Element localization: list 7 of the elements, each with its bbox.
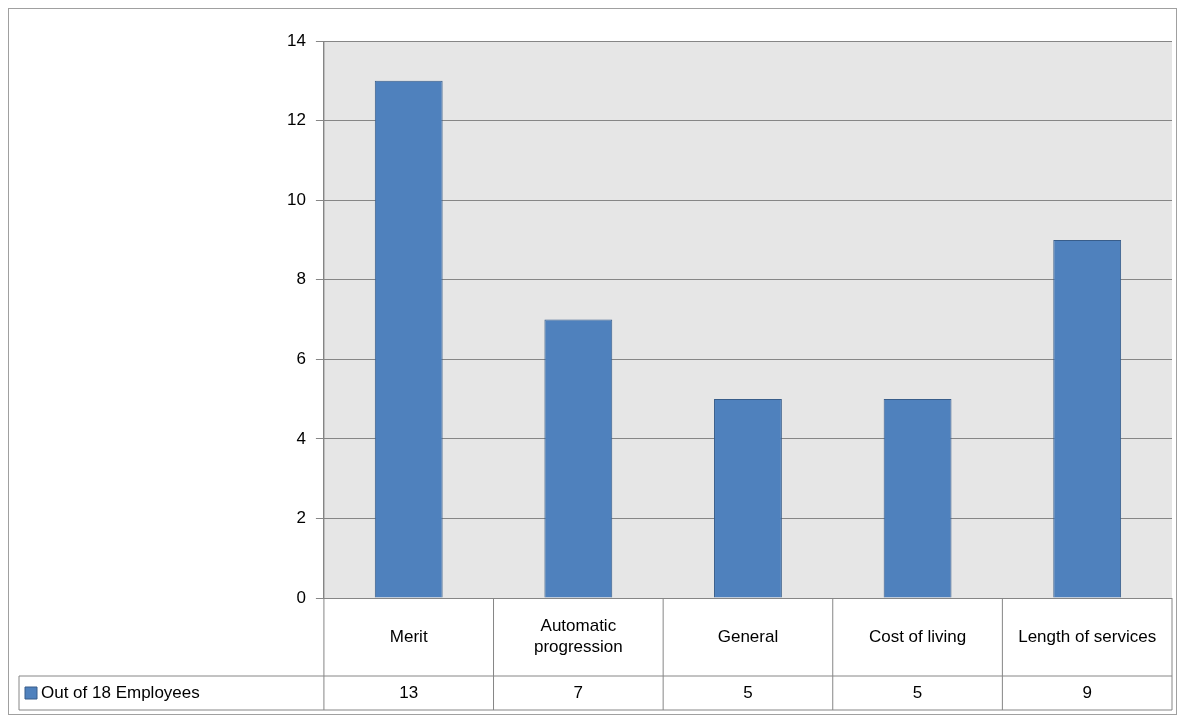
y-tick-label: 4: [296, 428, 306, 448]
y-tick-label: 12: [286, 110, 306, 130]
y-tick-label: 8: [296, 269, 306, 289]
y-tick-label: 6: [296, 348, 306, 368]
y-tick-label: 14: [286, 30, 306, 50]
y-tick-label: 2: [296, 508, 306, 528]
y-tick-label: 10: [286, 189, 306, 209]
